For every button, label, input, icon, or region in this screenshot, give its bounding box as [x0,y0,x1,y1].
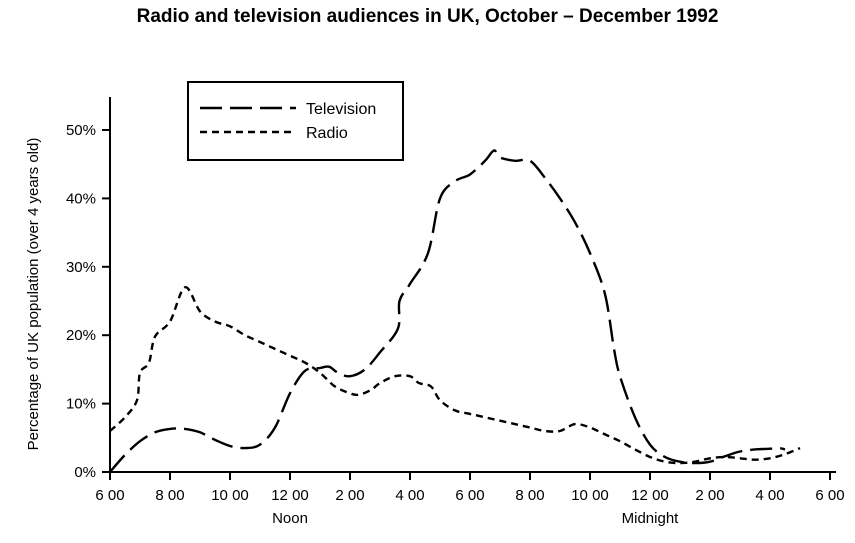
tick-marks [102,129,831,480]
x-tick-label: 4 00 [755,487,784,504]
x-tick-label: 8 00 [515,487,544,504]
series-line-television [109,149,786,473]
x-tick-label: 12 00 [631,487,669,504]
x-tick-label: 6 00 [815,487,844,504]
x-tick-label: 2 00 [335,487,364,504]
series-lines [109,149,801,473]
legend-label-radio: Radio [306,125,348,142]
x-tick-label: 12 00 [271,487,309,504]
chart-title: Radio and television audiences in UK, Oc… [136,6,719,27]
tick-labels: 0% 10% 20% 30% 40% 50% 6 00 8 00 10 00 12 00 2 00 4… [66,122,845,527]
x-tick-label: 8 00 [155,487,184,504]
x-sublabel: Midnight [622,510,680,527]
y-tick-label: 20% [66,327,96,344]
x-tick-label: 10 00 [211,487,249,504]
legend: Television Radio [187,81,404,161]
legend-label-television: Television [306,101,376,118]
y-tick-label: 30% [66,259,96,276]
legend-box [187,81,404,161]
x-tick-label: 4 00 [395,487,424,504]
x-tick-label: 6 00 [455,487,484,504]
series-line-radio [109,286,801,465]
x-tick-label: 6 00 [95,487,124,504]
y-tick-label: 50% [66,122,96,139]
x-sublabel: Noon [272,510,308,527]
y-axis-title: Percentage of UK population (over 4 year… [25,138,42,451]
x-tick-label: 10 00 [571,487,609,504]
y-tick-label: 10% [66,396,96,413]
x-tick-label: 2 00 [695,487,724,504]
y-tick-label: 0% [74,464,96,481]
y-tick-label: 40% [66,190,96,207]
